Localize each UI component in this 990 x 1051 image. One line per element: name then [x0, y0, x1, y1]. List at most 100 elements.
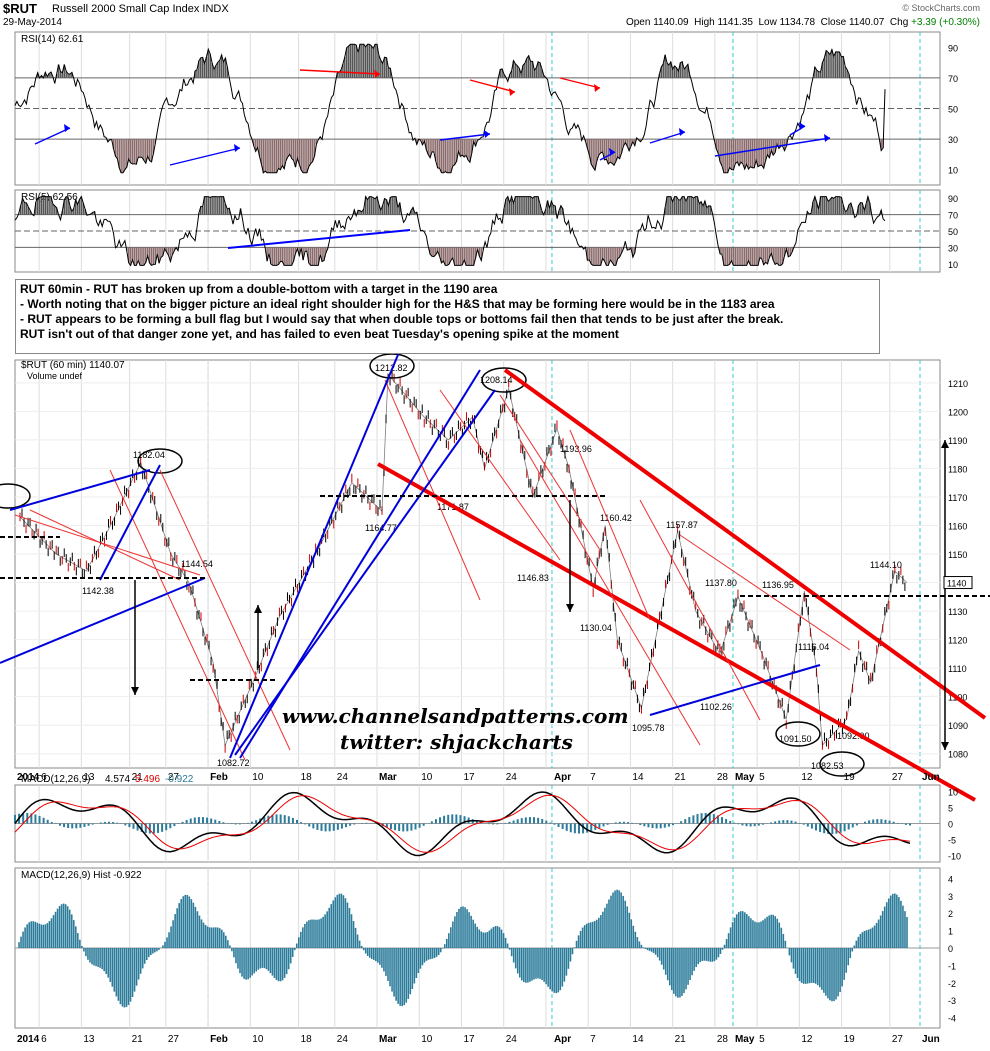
x-tick-label: 19 [844, 772, 856, 783]
x-tick-label: 7 [590, 1034, 596, 1045]
rsi-title: RSI(14) 62.61 [21, 34, 84, 45]
divergence-arrow [469, 79, 516, 93]
x-tick-label: Mar [379, 772, 397, 783]
x-tick-label: Mar [379, 1034, 397, 1045]
x-tick-label: 28 [717, 1034, 729, 1045]
rsi-tick-label: 10 [948, 166, 958, 176]
channel-line [503, 368, 987, 720]
price-data-label: 1091.50 [779, 734, 812, 744]
price-title: $RUT (60 min) 1140.07 [21, 360, 125, 371]
x-tick-label: 27 [168, 772, 180, 783]
x-tick-label: 21 [132, 1034, 144, 1045]
x-tick-label: 10 [252, 1034, 264, 1045]
x-tick-label: 2014 [17, 772, 40, 783]
price-tick-label: 1120 [948, 636, 967, 646]
index-name: Russell 2000 Small Cap Index INDX [52, 3, 229, 15]
price-data-label: 1130.04 [580, 623, 612, 633]
channel-line [377, 462, 976, 802]
rsi-tick-label: 50 [948, 227, 958, 237]
x-tick-label: May [735, 1034, 755, 1045]
macd-tick-label: -5 [948, 836, 956, 846]
x-tick-label: 21 [675, 1034, 687, 1045]
price-data-label: 1144.10 [870, 560, 902, 570]
x-tick-label: 13 [83, 1034, 95, 1045]
macd-tick-label: 10 [948, 787, 958, 797]
x-tick-label: 24 [506, 1034, 518, 1045]
trend-blue [9, 469, 151, 511]
macd-title: MACD(12,26,9) [21, 774, 90, 785]
divergence-arrow [649, 131, 686, 144]
rsi-tick-label: 50 [948, 105, 958, 115]
rsi-line [14, 194, 886, 267]
x-tick-label: 6 [41, 1034, 47, 1045]
arrow-head-icon [566, 604, 574, 612]
x-tick-label: 14 [632, 772, 644, 783]
arrow-head-icon [679, 128, 685, 136]
x-tick-label: 5 [759, 1034, 765, 1045]
price-data-label: 1142.38 [82, 586, 114, 596]
x-tick-label: 28 [717, 772, 729, 783]
price-tick-label: 1200 [948, 407, 968, 417]
highlight-ellipse [137, 448, 183, 474]
highlight-ellipse [369, 353, 415, 379]
price-data-label: 1144.54 [181, 559, 213, 569]
hist-tick-label: 3 [948, 892, 953, 902]
trend-thin-red [14, 514, 201, 576]
x-tick-label: Jun [922, 772, 940, 783]
trend-thin-red [679, 534, 851, 651]
x-tick-label: 5 [759, 772, 765, 783]
x-tick-label: 14 [632, 1034, 644, 1045]
price-data-label: 1146.83 [517, 573, 549, 583]
price-tick-label: 1090 [948, 721, 968, 731]
x-tick-label: Feb [210, 1034, 228, 1045]
price-data-label: 1136.95 [762, 580, 794, 590]
macd-tick-label: 0 [948, 820, 953, 830]
highlight-ellipse [819, 751, 865, 777]
price-data-label: 1137.80 [705, 578, 737, 588]
price-data-label: 1116.04 [798, 642, 829, 652]
x-tick-label: May [735, 772, 755, 783]
divergence-arrow [169, 147, 241, 166]
rsi-line [14, 43, 886, 174]
watermark-twitter: twitter: shjackcharts [340, 730, 573, 754]
trend-blue [99, 464, 161, 581]
trend-thin-red [29, 509, 181, 581]
x-tick-label: 18 [301, 772, 313, 783]
macd-value: 4.574 [105, 774, 130, 785]
macd-hist-value: -0.922 [165, 774, 194, 785]
arrow-head-icon [799, 122, 805, 130]
ohlc-readout: Open 1140.09 High 1141.35 Low 1134.78 Cl… [625, 17, 980, 28]
trend-thin-red [159, 469, 291, 751]
rsi-tick-label: 90 [948, 43, 958, 53]
trend-thin-red [499, 394, 601, 551]
price-tick-label: 1190 [948, 436, 967, 446]
arrow-head-icon [131, 687, 139, 695]
x-tick-label: 10 [421, 1034, 433, 1045]
x-tick-label: 27 [892, 1034, 904, 1045]
arrow-head-icon [64, 124, 70, 132]
price-tick-label: 1160 [948, 521, 967, 531]
arrow-head-icon [609, 148, 615, 156]
x-tick-label: 17 [463, 772, 475, 783]
price-tick-label: 1150 [948, 550, 967, 560]
rsi-tick-label: 90 [948, 194, 958, 204]
panel-frame [14, 359, 941, 769]
macd-signal-line [14, 794, 911, 853]
macd-tick-label: -10 [948, 852, 961, 862]
rsi-tick-label: 70 [948, 74, 958, 84]
trend-thin-red [569, 429, 651, 621]
x-tick-label: 17 [463, 1034, 475, 1045]
x-tick-label: 12 [801, 1034, 813, 1045]
price-tick-label: 1110 [948, 664, 967, 674]
arrow-head-icon [941, 440, 949, 448]
x-tick-label: 12 [801, 772, 813, 783]
arrow-head-icon [509, 88, 515, 96]
trend-blue [229, 349, 401, 759]
price-tick-label: 1080 [948, 750, 968, 760]
hist-tick-label: -2 [948, 979, 956, 989]
x-tick-label: Apr [554, 1034, 571, 1045]
price-tick-label: 1170 [948, 493, 967, 503]
trend-blue [649, 664, 821, 716]
divergence-arrow [714, 137, 831, 157]
trend-blue [0, 577, 206, 664]
